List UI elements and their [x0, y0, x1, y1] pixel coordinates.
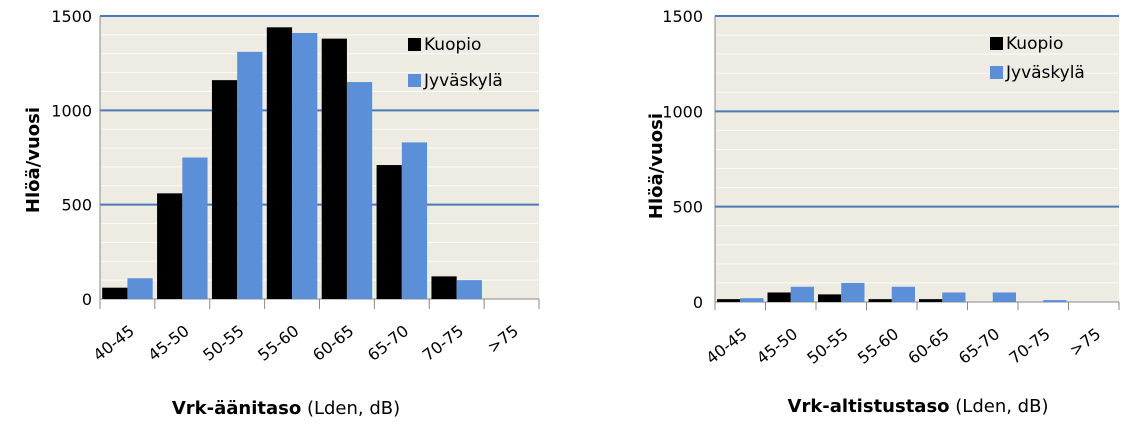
y-tick-label: 1500 — [662, 7, 703, 26]
x-tick-label: 70-75 — [1005, 324, 1053, 368]
bar-jyvaskyla-5 — [942, 292, 966, 302]
y-tick-label: 500 — [672, 198, 703, 217]
x-tick-label: 65-70 — [364, 321, 412, 365]
y-tick-label: 0 — [693, 293, 703, 312]
x-tick-label: 70-75 — [419, 321, 467, 365]
bar-jyvaskyla-5 — [346, 82, 373, 300]
bar-kuopio-6 — [376, 165, 402, 299]
bar-kuopio-5 — [919, 299, 943, 302]
y-tick-label: 500 — [61, 196, 92, 215]
legend-label-kuopio: Kuopio — [1006, 34, 1063, 54]
y-tick-label: 1000 — [662, 102, 703, 121]
bar-kuopio-3 — [818, 294, 842, 302]
bar-kuopio-4 — [868, 299, 892, 302]
chart-left: 0 500 1000 1500 40-45 45-50 50-55 55-60 60-65 65… — [23, 7, 540, 419]
x-axis-label-left-main: Vrk-äänitaso — [172, 398, 301, 419]
legend-swatch-kuopio — [990, 37, 1003, 50]
x-axis-label-right-unit: (Lden, dB) — [950, 396, 1049, 417]
bar-kuopio-2 — [767, 292, 791, 302]
x-tick-label: 65-70 — [955, 324, 1003, 368]
y-tick-label: 1000 — [51, 101, 92, 120]
x-tick-label: 50-55 — [199, 321, 247, 365]
legend-label-jyvaskyla: Jyväskylä — [1005, 63, 1085, 83]
x-tick-label: 50-55 — [803, 324, 851, 368]
y-axis-label-left: Hlöä/vuosi — [23, 107, 44, 213]
legend-label-kuopio: Kuopio — [424, 35, 481, 55]
x-tick-label: 45-50 — [144, 321, 192, 365]
legend-left: Kuopio Jyväskylä — [408, 35, 503, 91]
bar-kuopio-1 — [102, 287, 128, 299]
bar-jyvaskyla-2 — [182, 157, 208, 299]
bar-jyvaskyla-7 — [456, 280, 482, 299]
legend-swatch-jyvaskyla — [990, 66, 1003, 79]
bar-kuopio-1 — [717, 299, 741, 302]
bar-kuopio-5 — [321, 38, 347, 299]
chart-right: 0 500 1000 1500 40-45 45-50 50-55 55-60 60-65 65… — [646, 7, 1120, 417]
bar-jyvaskyla-1 — [127, 278, 153, 299]
bar-jyvaskyla-7 — [1043, 300, 1067, 302]
y-tick-label: 1500 — [51, 7, 92, 26]
x-axis-label-left-unit: (Lden, dB) — [301, 398, 400, 419]
x-tick-label: >75 — [484, 321, 522, 357]
legend-label-jyvaskyla: Jyväskylä — [423, 71, 503, 91]
x-axis-label-right: Vrk-altistustaso (Lden, dB) — [788, 396, 1049, 417]
bar-jyvaskyla-6 — [401, 142, 428, 299]
x-tick-label: 45-50 — [753, 324, 801, 368]
bar-jyvaskyla-6 — [992, 292, 1016, 302]
y-tick-label: 0 — [82, 290, 92, 309]
legend-swatch-jyvaskyla — [408, 74, 421, 87]
x-tick-label: 55-60 — [854, 324, 902, 368]
bar-kuopio-2 — [157, 193, 183, 299]
bar-jyvaskyla-2 — [790, 286, 814, 302]
bar-kuopio-4 — [266, 27, 293, 299]
legend-right: Kuopio Jyväskylä — [990, 34, 1085, 83]
x-tick-label: >75 — [1066, 324, 1104, 360]
x-axis-label-left: Vrk-äänitaso (Lden, dB) — [172, 398, 400, 419]
x-tick-label: 40-45 — [702, 324, 750, 368]
y-axis-label-right: Hlöä/vuosi — [646, 113, 667, 219]
bar-jyvaskyla-3 — [237, 51, 263, 300]
bar-jyvaskyla-4 — [891, 286, 915, 302]
x-axis-label-right-main: Vrk-altistustaso — [788, 396, 950, 417]
bar-kuopio-7 — [431, 276, 457, 299]
bar-jyvaskyla-3 — [841, 282, 865, 302]
x-tick-label: 55-60 — [254, 321, 302, 365]
legend-swatch-kuopio — [408, 38, 421, 51]
plot-area-right — [715, 16, 1119, 302]
bar-jyvaskyla-4 — [292, 32, 318, 299]
x-tick-label: 40-45 — [90, 321, 138, 365]
x-tick-label: 60-65 — [309, 321, 357, 365]
x-tick-label: 60-65 — [904, 324, 952, 368]
bar-kuopio-3 — [211, 80, 238, 299]
bar-jyvaskyla-1 — [740, 298, 764, 302]
